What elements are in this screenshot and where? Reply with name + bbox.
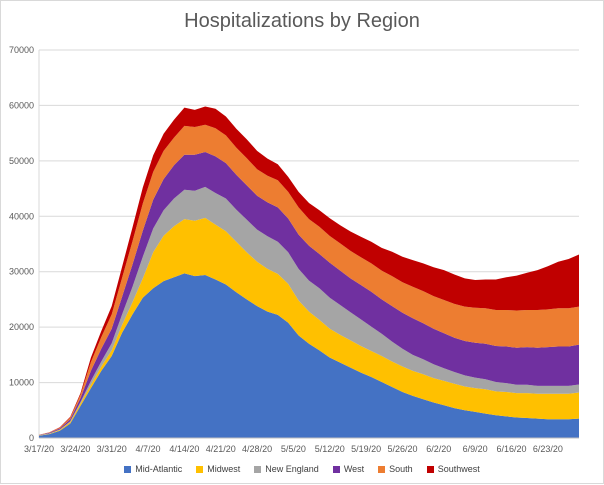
legend-swatch-new-england <box>254 465 262 473</box>
legend-label: Southwest <box>437 464 480 474</box>
area-series-midwest[interactable] <box>39 217 579 436</box>
legend-swatch-west <box>332 465 340 473</box>
x-axis-label-5-5-20: 5/5/20 <box>281 444 306 454</box>
y-axis-label-30000: 30000 <box>9 267 34 277</box>
legend-swatch-south <box>378 465 386 473</box>
area-series-west[interactable] <box>39 152 579 436</box>
legend-item-new-england[interactable]: New England <box>254 464 319 474</box>
y-axis-label-0: 0 <box>29 433 34 443</box>
x-axis-label-3-31-20: 3/31/20 <box>97 444 127 454</box>
x-axis-label-5-12-20: 5/12/20 <box>315 444 345 454</box>
legend-swatch-mid-atlantic <box>124 465 132 473</box>
chart-title: Hospitalizations by Region <box>184 10 420 32</box>
y-axis-label-20000: 20000 <box>9 322 34 332</box>
x-axis-label-6-9-20: 6/9/20 <box>463 444 488 454</box>
y-axis-label-10000: 10000 <box>9 378 34 388</box>
y-axis-label-70000: 70000 <box>9 45 34 55</box>
legend-label: Mid-Atlantic <box>135 464 183 474</box>
legend-label: Midwest <box>207 464 241 474</box>
legend-item-midwest[interactable]: Midwest <box>196 464 240 474</box>
y-axis-label-40000: 40000 <box>9 211 34 221</box>
y-axis-label-50000: 50000 <box>9 156 34 166</box>
x-axis-label-6-2-20: 6/2/20 <box>426 444 451 454</box>
legend-swatch-midwest <box>196 465 204 473</box>
x-axis-label-5-26-20: 5/26/20 <box>387 444 417 454</box>
x-axis-label-5-19-20: 5/19/20 <box>351 444 381 454</box>
legend-item-south[interactable]: South <box>378 464 413 474</box>
x-axis-label-4-14-20: 4/14/20 <box>169 444 199 454</box>
legend-label: New England <box>265 464 319 474</box>
x-axis-label-3-17-20: 3/17/20 <box>24 444 54 454</box>
legend-label: South <box>389 464 413 474</box>
x-axis-label-4-21-20: 4/21/20 <box>206 444 236 454</box>
x-axis-label-4-7-20: 4/7/20 <box>136 444 161 454</box>
legend: Mid-Atlantic Midwest New England West South S… <box>1 464 603 474</box>
x-axis-label-3-24-20: 3/24/20 <box>60 444 90 454</box>
area-series-mid-atlantic[interactable] <box>39 273 579 438</box>
x-axis-label-6-16-20: 6/16/20 <box>496 444 526 454</box>
legend-item-west[interactable]: West <box>332 464 365 474</box>
area-series-new-england[interactable] <box>39 186 579 436</box>
legend-label: West <box>343 464 365 474</box>
x-axis-label-6-23-20: 6/23/20 <box>533 444 563 454</box>
x-axis-label-4-28-20: 4/28/20 <box>242 444 272 454</box>
y-axis-label-60000: 60000 <box>9 100 34 110</box>
legend-item-mid-atlantic[interactable]: Mid-Atlantic <box>124 464 182 474</box>
legend-item-southwest[interactable]: Southwest <box>426 464 480 474</box>
legend-swatch-southwest <box>426 465 434 473</box>
